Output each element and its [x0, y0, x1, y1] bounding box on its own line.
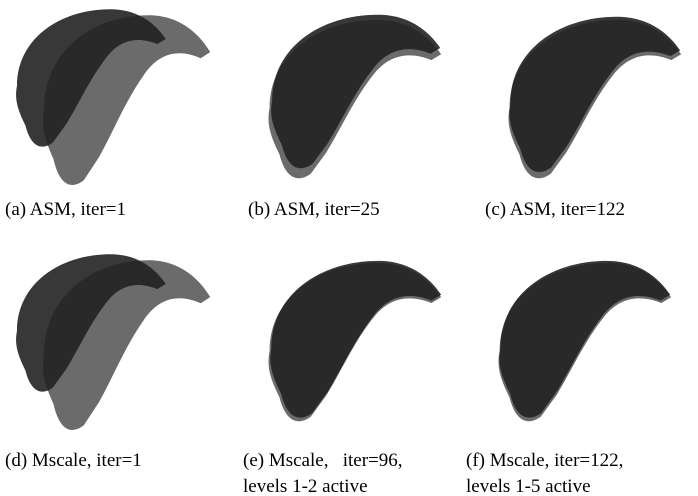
caption: (c) ASM, iter=122	[485, 199, 625, 220]
caption: levels 1-5 active	[466, 476, 591, 496]
figure: (a) ASM, iter=1 (b) ASM, iter=25 (c) ASM…	[0, 0, 698, 496]
panel-c-shape	[509, 17, 682, 178]
panel-d-shape	[16, 254, 210, 430]
caption: (a) ASM, iter=1	[5, 199, 126, 220]
caption: (e) Mscale, iter=96,	[243, 450, 403, 471]
panel-a-shape	[16, 9, 210, 185]
caption: (f) Mscale, iter=122,	[466, 450, 623, 471]
caption: (b) ASM, iter=25	[248, 199, 380, 220]
panel-e-shape	[269, 261, 442, 421]
caption: (d) Mscale, iter=1	[5, 450, 142, 471]
caption: levels 1-2 active	[243, 476, 368, 496]
panel-f-shape	[499, 261, 672, 421]
panel-b-shape	[269, 15, 442, 179]
